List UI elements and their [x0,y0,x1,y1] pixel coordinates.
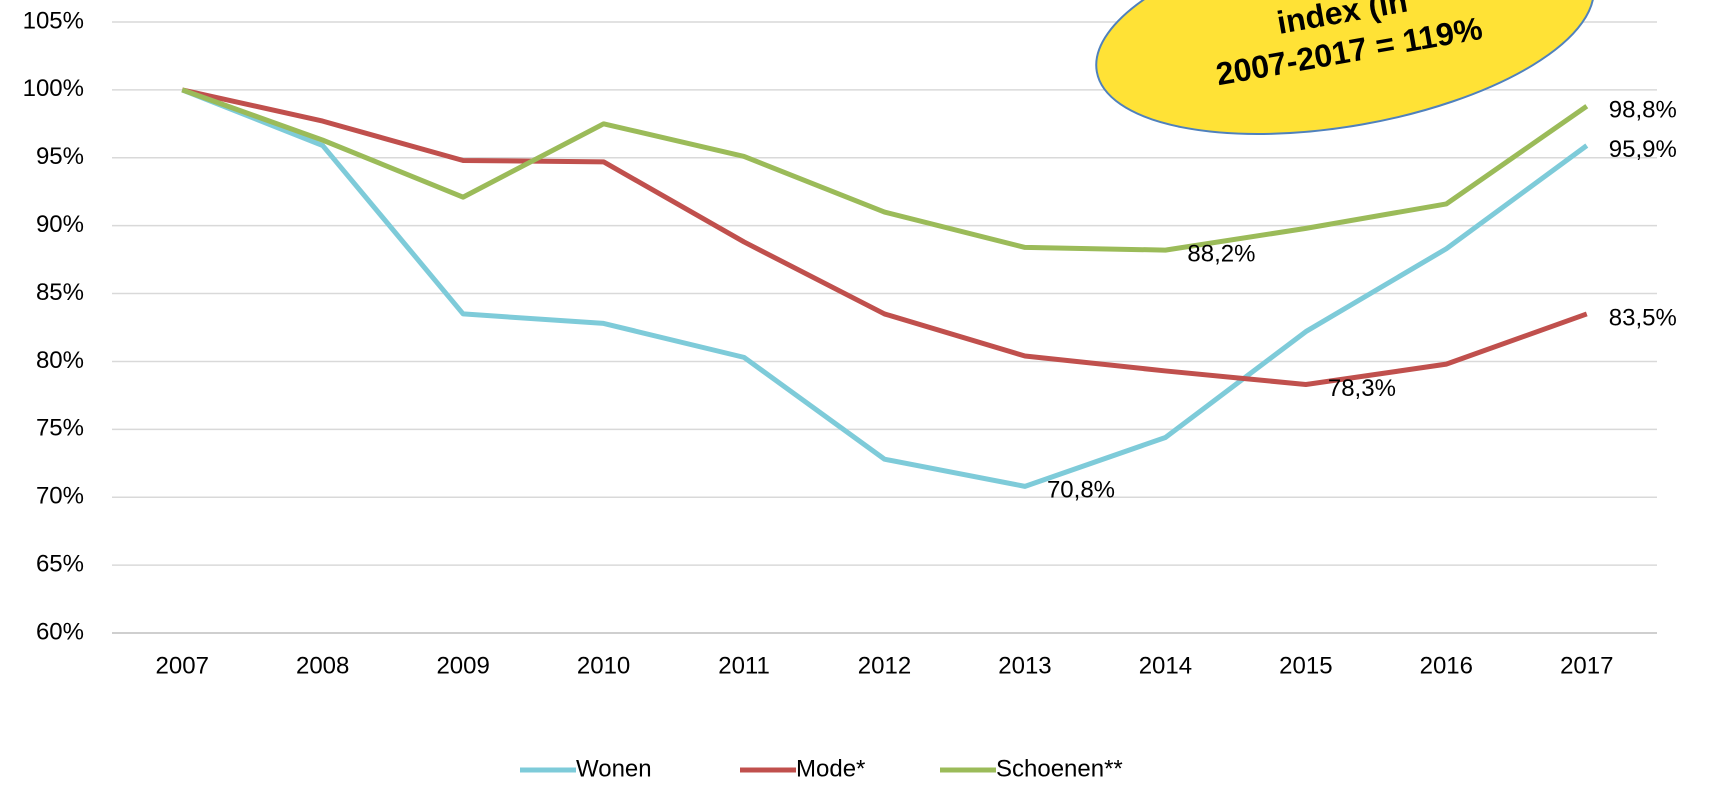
x-tick-label: 2009 [436,652,489,679]
x-tick-label: 2017 [1560,652,1613,679]
y-tick-label: 80% [36,347,84,374]
x-tick-label: 2008 [296,652,349,679]
x-tick-label: 2011 [718,652,770,679]
data-label: 70,8% [1047,477,1115,504]
y-tick-label: 105% [23,7,84,34]
legend-label: Schoenen** [996,755,1123,782]
x-tick-label: 2015 [1279,652,1332,679]
data-label: 95,9% [1609,136,1677,163]
y-tick-label: 85% [36,279,84,306]
data-label: 98,8% [1609,97,1677,124]
y-tick-label: 70% [36,483,84,510]
data-label: 78,3% [1328,375,1396,402]
y-tick-label: 60% [36,618,84,645]
data-label: 83,5% [1609,304,1677,331]
legend-label: Wonen [576,755,652,782]
x-tick-label: 2014 [1139,652,1192,679]
y-tick-label: 100% [23,75,84,102]
legend-label: Mode* [796,755,865,782]
y-tick-label: 90% [36,211,84,238]
y-tick-label: 95% [36,143,84,170]
x-tick-label: 2010 [577,652,630,679]
y-tick-label: 65% [36,550,84,577]
x-tick-label: 2012 [858,652,911,679]
x-tick-label: 2013 [998,652,1051,679]
annotation-bubble [1095,0,1595,135]
y-tick-label: 75% [36,415,84,442]
data-label: 88,2% [1187,240,1255,267]
series-line [181,87,1588,388]
series-line [181,87,1589,489]
x-tick-label: 2007 [156,652,209,679]
x-tick-label: 2016 [1420,652,1473,679]
series-line [181,87,1589,253]
